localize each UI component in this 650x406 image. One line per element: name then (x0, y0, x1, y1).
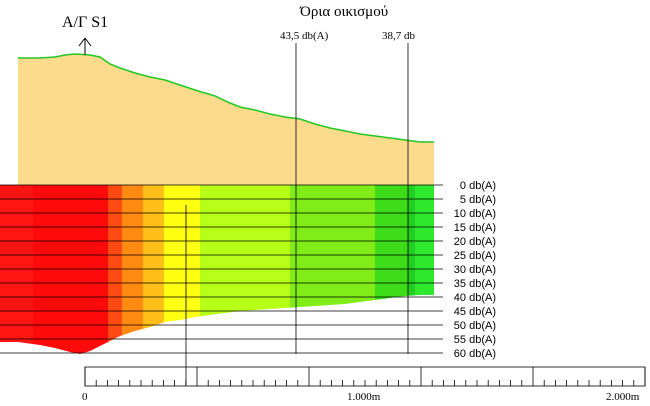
noise-level-label: 20 db(A) (454, 236, 496, 248)
noise-level-label: 10 db(A) (454, 208, 496, 220)
noise-level-label: 50 db(A) (454, 320, 496, 332)
zone-band-8 (290, 185, 375, 354)
zone-band-4 (122, 185, 143, 354)
scale-label-0: 0 (82, 391, 88, 403)
scale-label-1000: 1.000m (347, 391, 381, 403)
noise-zones (0, 185, 434, 354)
settlement-title: Όρια οικισμού (299, 4, 388, 20)
terrain-outline (18, 53, 434, 143)
zone-band-6 (164, 185, 200, 354)
zone-band-1 (0, 185, 33, 354)
zone-band-2 (33, 185, 108, 354)
zone-band-11 (415, 185, 434, 354)
noise-level-label: 30 db(A) (454, 264, 496, 276)
scale-label-2000: 2.000m (606, 391, 640, 403)
noise-level-label: 15 db(A) (454, 222, 496, 234)
zone-band-3 (108, 185, 122, 354)
noise-level-label: 55 db(A) (454, 334, 496, 346)
noise-level-label: 25 db(A) (454, 250, 496, 262)
noise-level-label: 35 db(A) (454, 278, 496, 290)
turbine-label: Α/Γ S1 (62, 14, 108, 31)
noise-level-label: 60 db(A) (454, 348, 496, 360)
noise-level-label: 5 db(A) (460, 194, 496, 206)
zone-band-5 (143, 185, 164, 354)
zone-band-7 (200, 185, 290, 354)
marker-label-2: 38,7 db (382, 30, 416, 42)
zone-band-10 (408, 185, 415, 354)
noise-level-label: 40 db(A) (454, 292, 496, 304)
zone-band-9 (375, 185, 408, 354)
terrain-profile (18, 54, 434, 185)
noise-level-label: 0 db(A) (460, 180, 496, 192)
turbine-marker (78, 37, 92, 55)
noise-level-labels: 0 db(A) 5 db(A) 10 db(A) 15 db(A) 20 db(A) 25… (454, 180, 496, 360)
distance-scale (84, 366, 646, 387)
noise-level-label: 45 db(A) (454, 306, 496, 318)
noise-level-lines (0, 184, 443, 354)
marker-label-1: 43,5 db(A) (280, 30, 329, 42)
